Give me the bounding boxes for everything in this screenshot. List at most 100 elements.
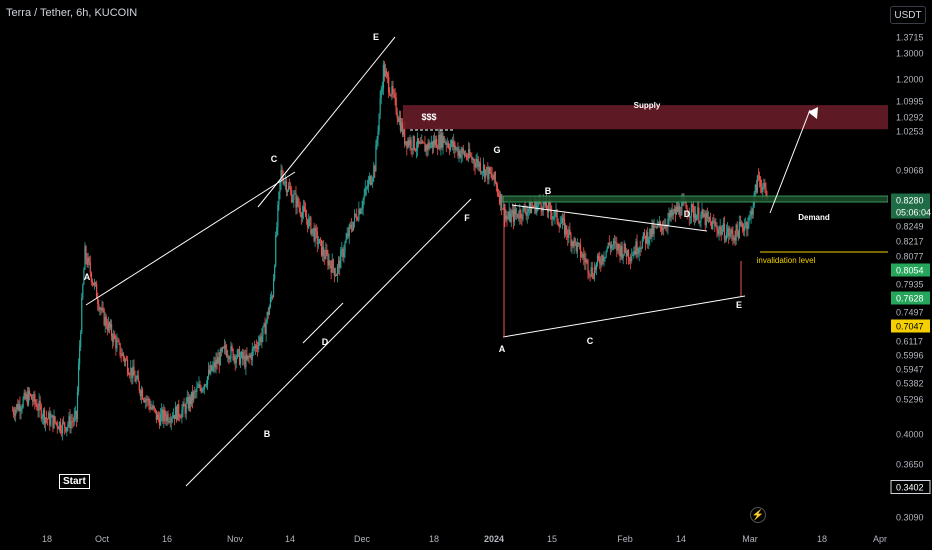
candle-body: [296, 197, 298, 208]
candle-body: [572, 241, 574, 247]
time-tick-label: 18: [429, 534, 439, 544]
candle-body: [520, 210, 522, 218]
lightning-bolt-icon[interactable]: ⚡: [750, 507, 766, 523]
candle-body: [197, 387, 199, 389]
candle-body: [319, 238, 322, 240]
price-tick-label: 0.5296: [896, 395, 924, 405]
candle-body: [632, 254, 634, 256]
candle-body: [559, 223, 561, 228]
candle-body: [388, 77, 390, 93]
candle-body: [176, 406, 178, 421]
candle-body: [704, 213, 706, 226]
candle-body: [604, 256, 606, 259]
candle-body: [110, 323, 113, 337]
candle-body: [203, 384, 205, 389]
candle-body: [138, 381, 140, 391]
price-tick-label: 0.9068: [896, 166, 924, 176]
invalidation-label: invalidation level: [757, 256, 816, 265]
candle-body: [74, 410, 76, 415]
target-arrow-head: [808, 107, 818, 119]
candle-body: [207, 369, 210, 377]
candle-body: [567, 234, 569, 238]
candle-body: [71, 421, 73, 423]
candle-body: [485, 169, 487, 178]
candle-body: [606, 247, 608, 251]
candle-body: [168, 421, 170, 423]
candle-body: [196, 387, 198, 393]
candle-body: [374, 165, 376, 172]
candle-body: [173, 415, 176, 420]
candle-body: [550, 204, 552, 213]
candle-body: [229, 358, 231, 360]
candle-body: [284, 181, 286, 183]
candle-body: [445, 142, 447, 145]
candle-body: [216, 359, 218, 364]
candle-body: [717, 230, 719, 235]
candle-body: [72, 421, 74, 423]
candle-body: [177, 404, 179, 421]
candle-body: [49, 412, 51, 426]
candle-body: [21, 407, 23, 410]
candle-body: [573, 238, 575, 247]
candle-body: [722, 223, 724, 231]
wave-label-b: B: [264, 429, 271, 439]
candle-body: [410, 139, 412, 149]
price-tag-background: [891, 193, 930, 207]
candle-body: [594, 267, 597, 270]
candle-body: [375, 145, 377, 172]
candle-body: [18, 404, 20, 411]
candle-body: [602, 255, 604, 261]
candle-body: [230, 346, 232, 359]
channel-upper-line: [257, 36, 396, 208]
candle-body: [424, 143, 426, 152]
candle-body: [65, 427, 67, 432]
price-tick-label: 0.3402: [896, 483, 924, 493]
candle-body: [560, 222, 562, 224]
candle-body: [441, 132, 443, 148]
candle-body: [549, 202, 551, 205]
currency-button[interactable]: USDT: [890, 6, 926, 24]
candle-body: [492, 177, 494, 180]
candle-body: [247, 355, 249, 360]
candle-body: [67, 424, 69, 428]
candle-body: [675, 206, 678, 215]
candle-body: [448, 147, 451, 150]
candle-body: [146, 399, 148, 401]
candle-body: [233, 356, 235, 360]
candle-body: [636, 241, 638, 255]
triangle-label-a: A: [499, 344, 506, 354]
candle-body: [206, 376, 209, 386]
candle-body: [696, 215, 698, 221]
candle-body: [137, 375, 139, 382]
candle-body: [174, 406, 177, 420]
candle-body: [40, 405, 42, 419]
candle-body: [104, 316, 106, 326]
candle-body: [414, 149, 416, 151]
candle-body: [749, 215, 751, 217]
price-tick-label: 0.7628: [896, 294, 924, 304]
candle-body: [457, 147, 459, 156]
candle-body: [109, 323, 112, 328]
candle-body: [450, 140, 453, 145]
candle-body: [691, 204, 694, 207]
wave-label-g: G: [493, 145, 500, 155]
candle-body: [608, 242, 610, 245]
candle-body: [623, 243, 625, 255]
candle-body: [55, 422, 57, 423]
candle-body: [512, 210, 514, 222]
candle-body: [652, 224, 654, 235]
candle-body: [283, 181, 285, 184]
candle-body: [144, 399, 146, 403]
candle-body: [536, 204, 538, 213]
candle-body: [739, 222, 742, 225]
candle-body: [614, 241, 616, 243]
candle-body: [302, 206, 305, 212]
candle-body: [103, 309, 105, 326]
candle-body: [381, 87, 383, 92]
candle-body: [79, 347, 81, 365]
candle-body: [740, 223, 743, 225]
candle-body: [619, 248, 621, 257]
candle-body: [60, 430, 63, 433]
candle-body: [562, 218, 565, 220]
